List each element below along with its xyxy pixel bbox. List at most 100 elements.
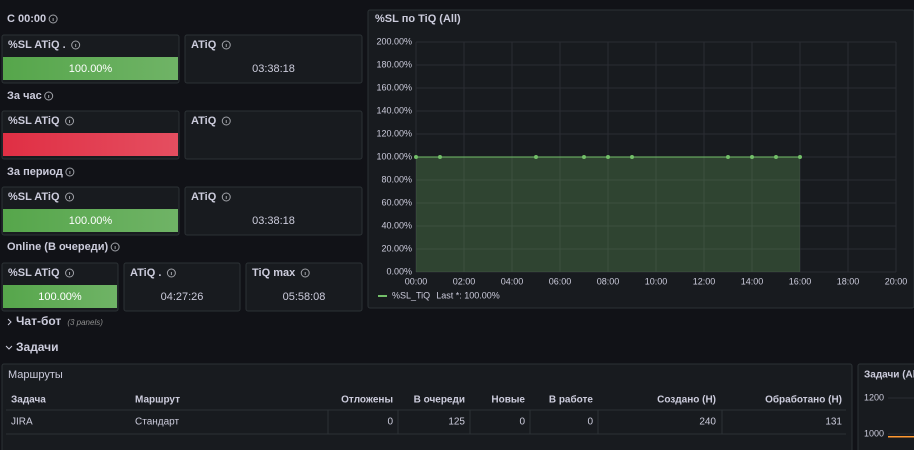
panel-title: ATiQ . — [130, 267, 161, 279]
y-tick-label: 20.00% — [381, 243, 412, 253]
panel-title: ATiQ — [191, 39, 217, 51]
panel-title: %SL ATiQ . — [8, 39, 66, 51]
x-tick-label: 06:00 — [549, 276, 572, 286]
table-cell: 125 — [448, 417, 465, 428]
panel-title: %SL ATiQ — [8, 267, 60, 279]
panel-title: %SL ATiQ — [8, 191, 60, 203]
y-tick-label: 200.00% — [376, 36, 412, 46]
panel — [857, 363, 914, 450]
info-icon — [300, 268, 310, 278]
stat-bar-shine — [3, 57, 178, 80]
x-tick-label: 16:00 — [789, 276, 812, 286]
point — [414, 155, 418, 159]
stat-value: 03:38:18 — [252, 63, 295, 75]
point — [606, 155, 610, 159]
table-cell: Стандарт — [135, 417, 180, 428]
panel — [367, 9, 914, 309]
info-icon — [71, 40, 81, 50]
table-header[interactable]: Маршрут — [135, 395, 180, 406]
row-chevron[interactable] — [7, 318, 12, 326]
x-tick-label: 20:00 — [885, 276, 908, 286]
row-title[interactable]: Задачи — [16, 340, 59, 354]
legend-label[interactable]: %SL_TiQ — [392, 290, 430, 300]
panel-title: TiQ max — [252, 267, 296, 279]
table-title: Маршруты — [8, 369, 63, 381]
info-icon — [65, 167, 75, 177]
row-chevron[interactable] — [5, 345, 13, 350]
panel-title: ATiQ — [191, 191, 217, 203]
y-tick-label: 140.00% — [376, 105, 412, 115]
y-tick-label: 0.00% — [386, 266, 412, 276]
info-icon — [44, 91, 54, 101]
table-cell: 131 — [825, 417, 842, 428]
table-cell: 0 — [519, 417, 525, 428]
table-header[interactable]: Создано (H) — [657, 395, 716, 406]
info-icon — [65, 192, 75, 202]
panel — [1, 363, 853, 450]
table-header[interactable]: В работе — [549, 394, 594, 406]
x-tick-label: 14:00 — [741, 276, 764, 286]
point — [534, 155, 538, 159]
x-tick-label: 04:00 — [501, 276, 524, 286]
area — [416, 157, 800, 272]
section-title: За период — [7, 166, 63, 178]
table-header[interactable]: Отложены — [341, 395, 393, 406]
table-cell: 240 — [699, 417, 716, 428]
section-title: Online (В очереди) — [7, 241, 108, 253]
x-tick-label: 08:00 — [597, 276, 620, 286]
info-icon — [221, 192, 231, 202]
y-tick-label: 1200 — [864, 392, 884, 402]
stat-bar-shine — [3, 209, 178, 232]
x-tick-label: 02:00 — [453, 276, 476, 286]
x-tick-label: 12:00 — [693, 276, 716, 286]
stat-value: 03:38:18 — [252, 215, 295, 227]
panel — [123, 262, 241, 312]
point — [798, 155, 802, 159]
section-title: С 00:00 — [7, 13, 46, 25]
point — [582, 155, 586, 159]
panel — [184, 110, 363, 160]
table-header[interactable]: Новые — [491, 395, 525, 406]
panel — [245, 262, 363, 312]
section-title: За час — [7, 90, 42, 102]
point — [630, 155, 634, 159]
row-title[interactable]: Чат-бот — [16, 314, 61, 328]
table-cell: 0 — [387, 417, 393, 428]
y-tick-label: 120.00% — [376, 128, 412, 138]
panel-title: %SL ATiQ — [8, 115, 60, 127]
y-tick-label: 160.00% — [376, 82, 412, 92]
table-cell: 0 — [587, 417, 593, 428]
chart-title: Задачи (All — [864, 370, 914, 381]
stat-value: 05:58:08 — [283, 291, 326, 303]
info-icon — [166, 268, 176, 278]
stat-value: 100.00% — [38, 291, 82, 303]
stat-value: 100.00% — [69, 63, 113, 75]
x-tick-label: 10:00 — [645, 276, 668, 286]
panel-title: ATiQ — [191, 115, 217, 127]
info-icon — [221, 40, 231, 50]
row-note: (3 panels) — [67, 318, 103, 327]
table-header[interactable]: Задача — [11, 395, 46, 406]
y-tick-label: 180.00% — [376, 59, 412, 69]
y-tick-label: 60.00% — [381, 197, 412, 207]
point — [726, 155, 730, 159]
info-icon — [65, 116, 75, 126]
point — [750, 155, 754, 159]
legend-stat: Last *: 100.00% — [436, 290, 500, 300]
stat-value: 04:27:26 — [161, 291, 204, 303]
stat-bar-shine — [3, 285, 117, 308]
stat-value: 100.00% — [69, 215, 113, 227]
table-header[interactable]: В очереди — [414, 395, 465, 406]
panel — [184, 186, 363, 236]
y-tick-label: 40.00% — [381, 220, 412, 230]
table-cell: JIRA — [11, 417, 33, 428]
y-tick-label: 100.00% — [376, 151, 412, 161]
chart-title: %SL по TiQ (All) — [375, 13, 461, 25]
table-header[interactable]: Обработано (H) — [765, 394, 842, 406]
y-tick-label: 1000 — [864, 428, 884, 438]
info-icon — [110, 242, 120, 252]
panel — [184, 34, 363, 84]
y-tick-label: 80.00% — [381, 174, 412, 184]
info-icon — [65, 268, 75, 278]
